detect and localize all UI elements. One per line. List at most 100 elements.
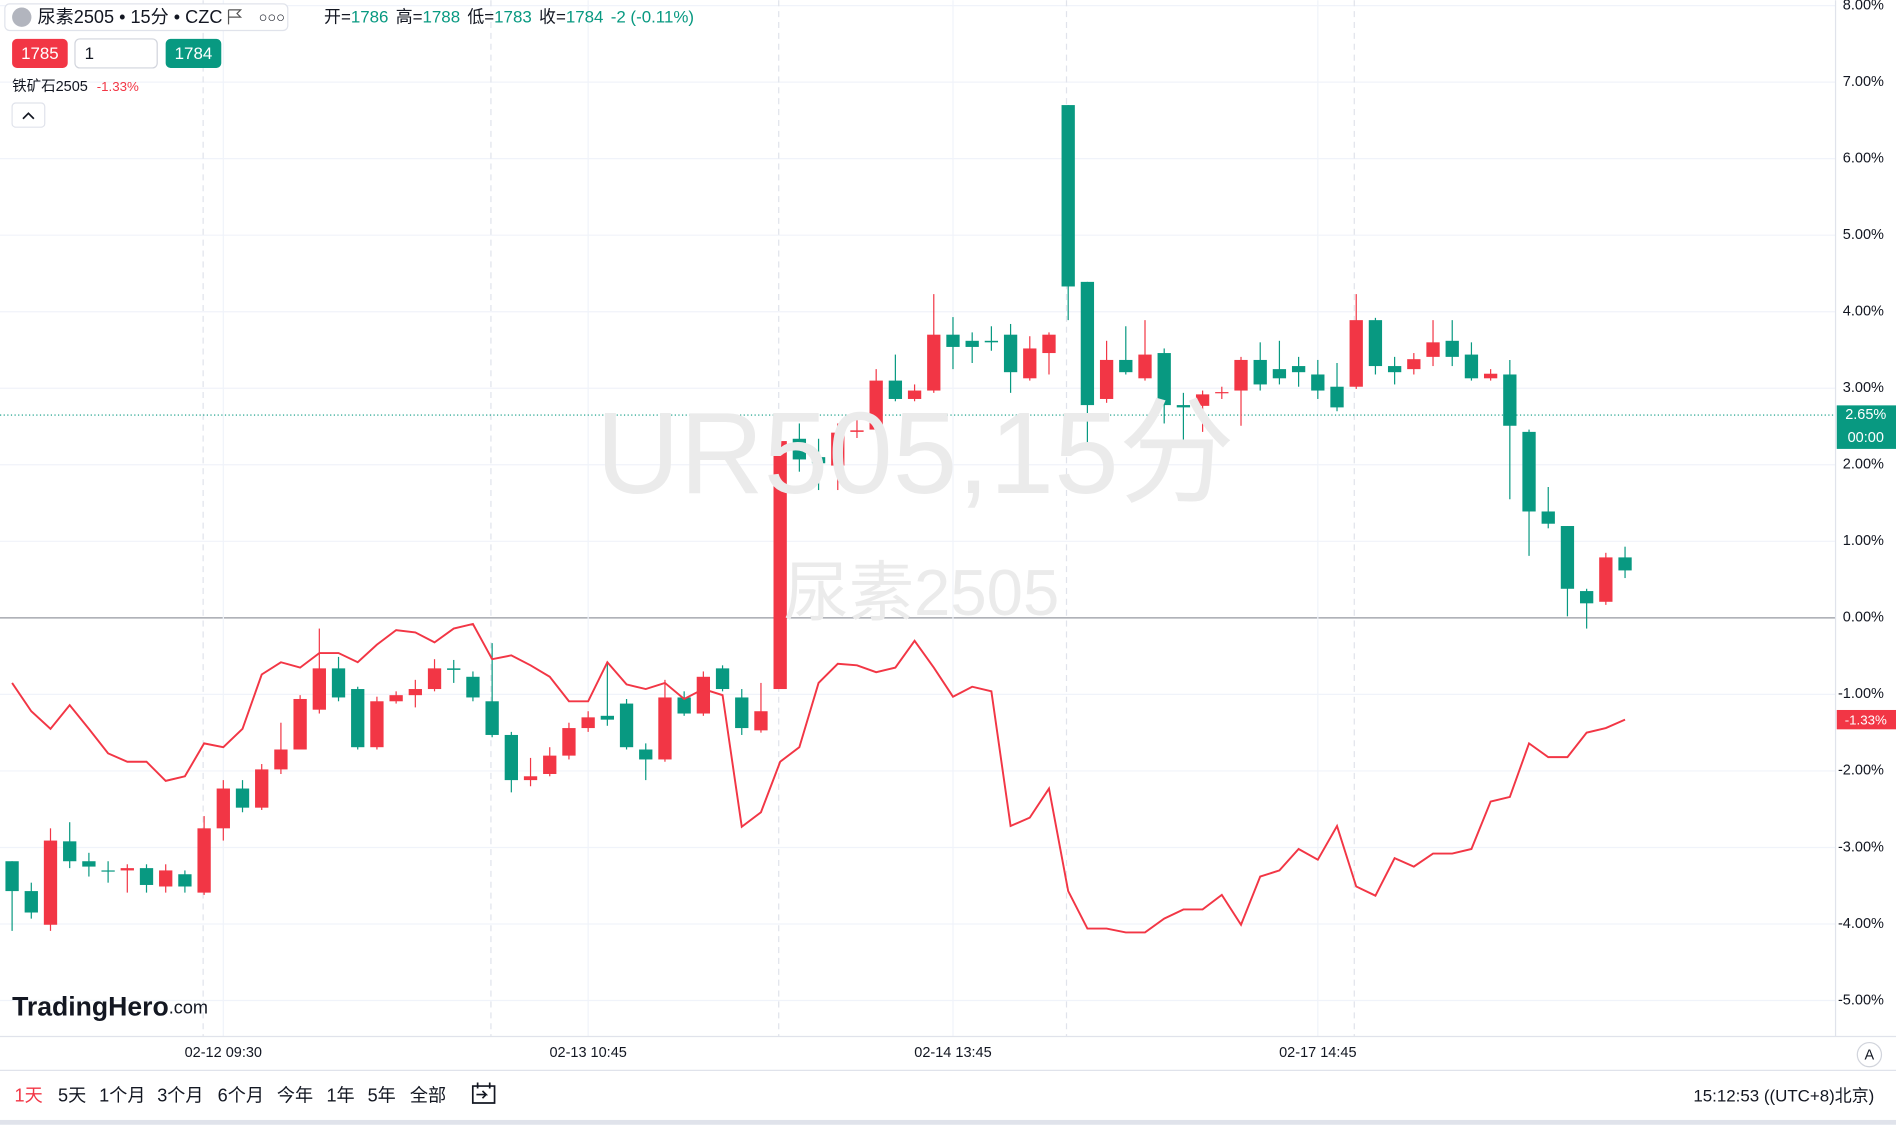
candle-body: [600, 715, 614, 720]
y-tick-label: -2.00%: [1838, 763, 1884, 779]
candle-body: [965, 340, 979, 347]
candle-body: [1541, 511, 1555, 524]
candle-body: [427, 668, 442, 690]
candle-body: [811, 457, 826, 464]
candle-body: [984, 340, 999, 343]
candle-body: [255, 769, 269, 808]
range-button[interactable]: 6个月: [218, 1086, 264, 1106]
candle-body: [1042, 334, 1056, 354]
candle-body: [907, 390, 922, 399]
candle-body: [850, 430, 864, 432]
candle-body: [677, 697, 691, 714]
candle-body: [1023, 348, 1037, 379]
symbol-icon: [12, 7, 32, 27]
candle-body: [523, 776, 538, 781]
candle-body: [101, 870, 115, 872]
candle-body: [1368, 320, 1383, 367]
legend-entry[interactable]: 铁矿石2505: [12, 78, 88, 95]
x-tick-label: 02-13 10:45: [549, 1045, 626, 1061]
quantity[interactable]: 1: [85, 44, 94, 63]
candle-body: [1253, 359, 1267, 385]
candle-body: [370, 701, 384, 748]
range-button[interactable]: 全部: [410, 1086, 446, 1106]
ohlc-label: 高=: [396, 8, 423, 27]
range-button[interactable]: 1天: [15, 1086, 43, 1106]
candle-body: [1061, 105, 1075, 287]
ohlc-label: 低=: [467, 8, 494, 27]
y-tick-label: 4.00%: [1843, 304, 1884, 320]
date-range-icon[interactable]: [471, 1082, 496, 1104]
range-button[interactable]: 1年: [326, 1086, 354, 1106]
candle-body: [235, 788, 250, 808]
candle-body: [1119, 359, 1133, 373]
candle-body: [1176, 405, 1191, 408]
sell-price[interactable]: 1785: [21, 44, 59, 63]
x-tick-label: 02-14 13:45: [914, 1045, 991, 1061]
candle-body: [389, 695, 403, 702]
collapse-icon: [22, 112, 35, 120]
candle-body: [735, 697, 749, 729]
candle-body: [1272, 369, 1287, 379]
range-button[interactable]: 3个月: [157, 1086, 203, 1106]
candle-body: [274, 749, 288, 770]
y-tick-label: 5.00%: [1843, 227, 1884, 243]
buy-price[interactable]: 1784: [175, 44, 213, 63]
watermark-main: UR505,15分: [596, 388, 1235, 518]
watermark-sub: 尿素2505: [783, 556, 1059, 629]
auto-scale-button[interactable]: [1856, 1041, 1883, 1068]
candle-body: [312, 668, 326, 710]
candle-body: [1464, 354, 1479, 379]
price-countdown: 00:00: [1848, 430, 1884, 446]
candle-body: [1560, 526, 1575, 589]
logo-suffix: .com: [169, 997, 208, 1017]
candle-body: [831, 432, 845, 466]
clock: 15:12:53 ((UTC+8)北京): [1693, 1086, 1874, 1105]
range-button[interactable]: 5年: [368, 1086, 396, 1106]
range-button[interactable]: 今年: [277, 1086, 313, 1106]
candle-body: [82, 861, 96, 867]
buy-button[interactable]: [165, 38, 222, 68]
candle-body: [1599, 557, 1613, 602]
flag-icon[interactable]: [227, 9, 243, 25]
y-tick-label: -4.00%: [1838, 916, 1884, 932]
candle-body: [197, 828, 211, 893]
candle-body: [581, 717, 595, 729]
candle-body: [485, 701, 499, 735]
more-icon[interactable]: ○○○: [259, 10, 285, 26]
candle-body: [792, 438, 807, 460]
plot-area: [0, 0, 1836, 1037]
collapse-button[interactable]: [11, 102, 46, 128]
candle-body: [159, 870, 173, 887]
y-tick-label: 6.00%: [1843, 150, 1884, 166]
bottom-border: [0, 1119, 1896, 1125]
quantity-input[interactable]: [74, 38, 158, 69]
last-value-tag: [1836, 709, 1896, 730]
candle-body: [754, 711, 768, 731]
sell-button[interactable]: [12, 38, 68, 68]
candle-body: [1234, 359, 1248, 391]
range-button[interactable]: 5天: [58, 1086, 86, 1106]
candle-body: [1215, 392, 1229, 394]
candle-body: [543, 755, 557, 774]
auto-scale-label[interactable]: A: [1865, 1048, 1875, 1064]
x-tick-label: 02-17 14:45: [1279, 1045, 1356, 1061]
candle-body: [447, 668, 461, 670]
candle-body: [1387, 366, 1402, 373]
candle-body: [331, 668, 346, 698]
toolbar: 1天 5天 1个月 3个月 6个月 今年 1年 5年 全部: [15, 1086, 447, 1106]
candle-body: [562, 728, 576, 756]
legend-value: -1.33%: [97, 79, 139, 94]
price-tag: [1836, 405, 1896, 449]
candle-body: [1503, 374, 1517, 426]
candle-body: [24, 891, 38, 913]
y-tick-label: 2.00%: [1843, 457, 1884, 473]
range-button[interactable]: 1个月: [99, 1086, 145, 1106]
candle-body: [351, 689, 365, 748]
candle-body: [504, 734, 518, 781]
candle-body: [466, 676, 480, 698]
ohlc-change: -2 (-0.11%): [611, 8, 694, 27]
symbol-box[interactable]: [4, 3, 289, 32]
y-tick-label: 8.00%: [1843, 0, 1884, 13]
